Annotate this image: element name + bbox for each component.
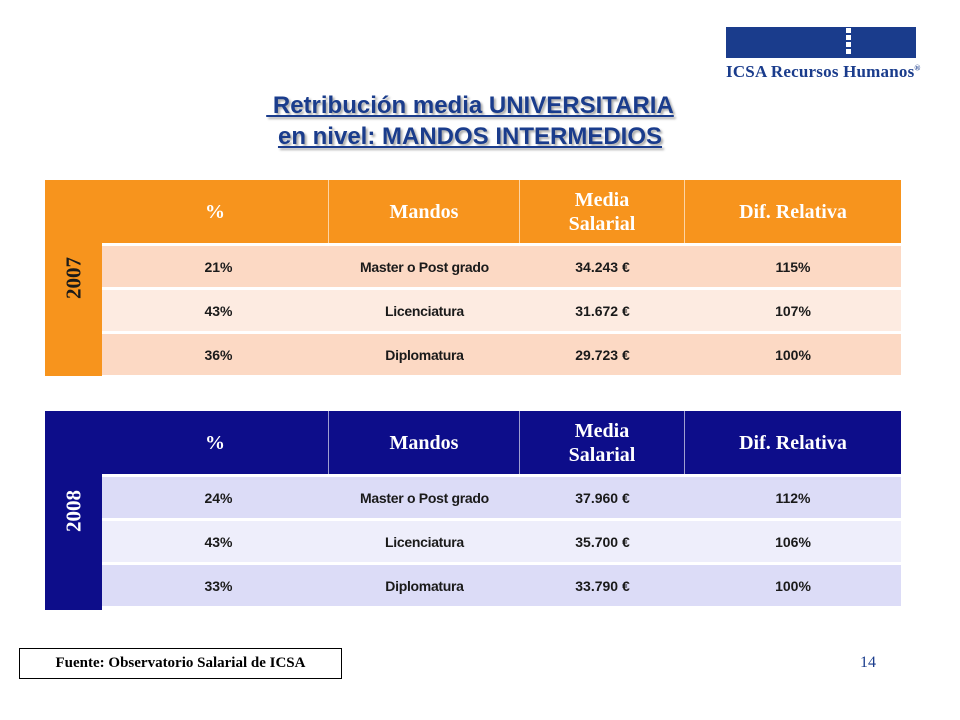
cell-mandos: Diplomatura [329,565,520,606]
cell-media: 35.700 € [520,521,685,562]
logo-text: ICSA Recursos Humanos® [726,62,921,81]
table-row: 21% Master o Post grado 34.243 € 115% [102,246,901,287]
cell-pct: 21% [102,246,329,287]
cell-pct: 24% [102,477,329,518]
header-media-salarial: Media Salarial [520,180,685,243]
logo-bar [726,27,916,58]
table-2008: 2008 % Mandos Media Salarial Dif. Relati… [45,411,901,610]
source-note: Fuente: Observatorio Salarial de ICSA [19,648,342,679]
cell-dif: 106% [685,521,901,562]
year-band-2007: 2007 [45,180,102,376]
table-2007: 2007 % Mandos Media Salarial Dif. Relati… [45,180,901,376]
table-row: 36% Diplomatura 29.723 € 100% [102,334,901,375]
cell-pct: 36% [102,334,329,375]
table-header: % Mandos Media Salarial Dif. Relativa [102,180,901,243]
header-mandos: Mandos [329,411,520,474]
year-band-2008: 2008 [45,411,102,610]
table-row: 43% Licenciatura 35.700 € 106% [102,521,901,562]
cell-dif: 112% [685,477,901,518]
cell-mandos: Licenciatura [329,521,520,562]
table-header: % Mandos Media Salarial Dif. Relativa [102,411,901,474]
cell-dif: 115% [685,246,901,287]
cell-media: 37.960 € [520,477,685,518]
cell-media: 34.243 € [520,246,685,287]
table-row: 43% Licenciatura 31.672 € 107% [102,290,901,331]
table-row: 24% Master o Post grado 37.960 € 112% [102,477,901,518]
title-line-1: Retribución media UNIVERSITARIA [266,92,674,119]
icsa-logo: ICSA Recursos Humanos® [726,27,921,83]
logo-dots-icon [846,28,852,56]
table-row: 33% Diplomatura 33.790 € 100% [102,565,901,606]
cell-mandos: Master o Post grado [329,246,520,287]
cell-mandos: Master o Post grado [329,477,520,518]
cell-media: 31.672 € [520,290,685,331]
cell-mandos: Diplomatura [329,334,520,375]
header-pct: % [102,411,329,474]
header-dif-relativa: Dif. Relativa [739,431,847,454]
cell-dif: 100% [685,334,901,375]
cell-pct: 33% [102,565,329,606]
page-title: Retribución media UNIVERSITARIA en nivel… [150,90,790,152]
page-number: 14 [860,654,876,671]
title-line-2: en nivel: MANDOS INTERMEDIOS [277,123,663,150]
year-label: 2007 [61,257,85,299]
header-media-salarial: Media Salarial [520,411,685,474]
cell-dif: 107% [685,290,901,331]
cell-dif: 100% [685,565,901,606]
header-mandos: Mandos [329,180,520,243]
cell-pct: 43% [102,521,329,562]
cell-media: 29.723 € [520,334,685,375]
cell-mandos: Licenciatura [329,290,520,331]
header-pct: % [102,180,329,243]
cell-media: 33.790 € [520,565,685,606]
header-dif-relativa: Dif. Relativa [739,200,847,223]
year-label: 2008 [61,489,85,532]
cell-pct: 43% [102,290,329,331]
